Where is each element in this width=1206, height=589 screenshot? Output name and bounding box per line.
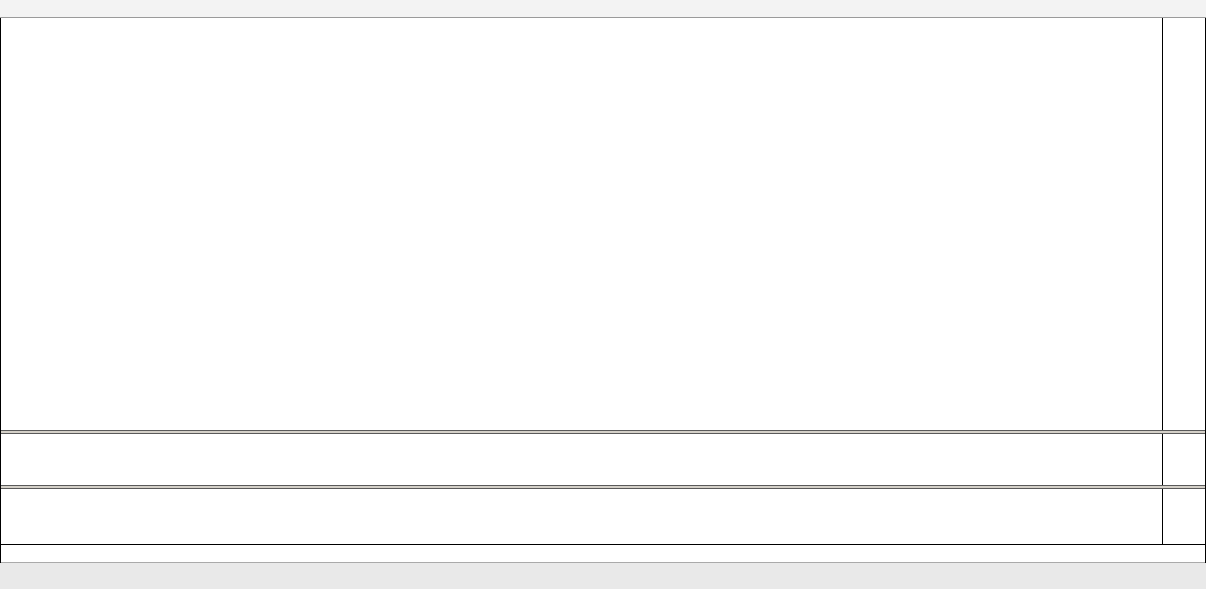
chart-left-border	[0, 18, 1, 563]
price-chart-canvas[interactable]	[1, 18, 301, 168]
panel-splitter[interactable]	[0, 430, 1206, 434]
time-axis[interactable]	[0, 544, 1206, 563]
chart-title	[4, 21, 22, 32]
tab-scroll-controls	[1192, 583, 1204, 589]
panel-splitter[interactable]	[0, 485, 1206, 489]
price-axis[interactable]	[1162, 18, 1206, 544]
macd-label	[4, 436, 12, 446]
chart-tabs-bar	[0, 563, 1206, 589]
timeframe-toolbar	[0, 0, 1206, 18]
chart-region	[0, 18, 1206, 589]
rsi-label	[4, 491, 8, 501]
